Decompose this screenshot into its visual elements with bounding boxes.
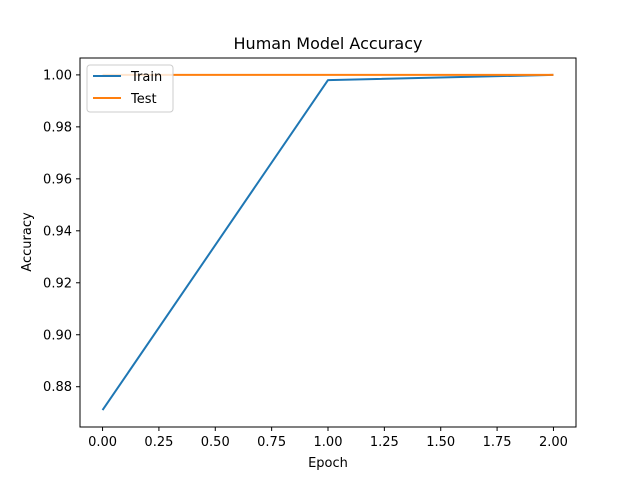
y-axis-ticks: 0.88 0.90 0.92 0.94 0.96 0.98 1.00	[43, 68, 80, 395]
x-tick-label: 0.50	[201, 435, 230, 450]
x-tick-label: 0.75	[257, 435, 286, 450]
y-tick-label: 1.00	[43, 68, 72, 83]
y-tick-label: 0.90	[43, 328, 72, 343]
x-tick-label: 1.00	[314, 435, 343, 450]
y-tick-label: 0.88	[43, 380, 72, 395]
plot-area: 0.00 0.25 0.50 0.75 1.00 1.25 1.50 1.75 2.00 0.8…	[43, 57, 577, 450]
legend-label-test: Test	[130, 92, 157, 107]
plot-frame	[79, 57, 577, 428]
legend-label-train: Train	[130, 70, 162, 85]
x-tick-label: 1.25	[370, 435, 399, 450]
y-tick-label: 0.94	[43, 224, 72, 239]
x-tick-label: 2.00	[539, 435, 568, 450]
x-tick-label: 0.25	[144, 435, 173, 450]
x-axis-label: Epoch	[308, 456, 348, 471]
chart-title: Human Model Accuracy	[234, 34, 423, 53]
x-tick-label: 0.00	[88, 435, 117, 450]
y-tick-label: 0.98	[43, 120, 72, 135]
legend: Train Test	[86, 64, 174, 113]
y-axis-label: Accuracy	[20, 212, 35, 272]
y-tick-label: 0.96	[43, 172, 72, 187]
x-tick-label: 1.50	[426, 435, 455, 450]
series-layer	[101, 73, 554, 411]
y-tick-label: 0.92	[43, 276, 72, 291]
plot-background	[80, 58, 576, 427]
x-tick-label: 1.75	[483, 435, 512, 450]
series-line-train	[101, 73, 554, 411]
x-axis-ticks: 0.00 0.25 0.50 0.75 1.00 1.25 1.50 1.75 2.00	[88, 427, 568, 450]
